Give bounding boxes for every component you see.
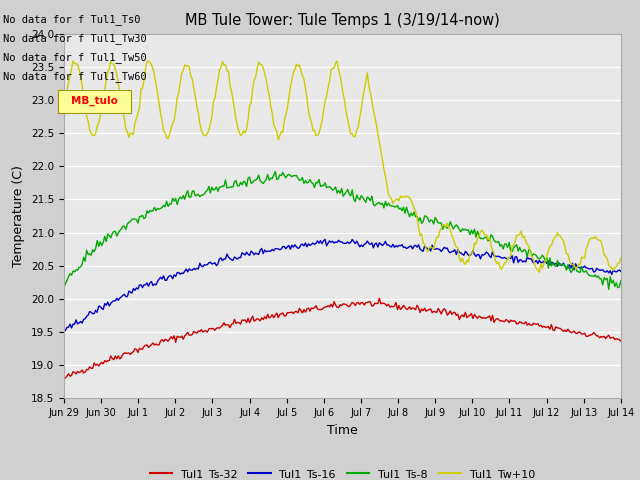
Title: MB Tule Tower: Tule Temps 1 (3/19/14-now): MB Tule Tower: Tule Temps 1 (3/19/14-now… [185, 13, 500, 28]
Text: No data for f Tul1_Tw50: No data for f Tul1_Tw50 [3, 52, 147, 63]
X-axis label: Time: Time [327, 424, 358, 437]
Legend: Tul1_Ts-32, Tul1_Ts-16, Tul1_Ts-8, Tul1_Tw+10: Tul1_Ts-32, Tul1_Ts-16, Tul1_Ts-8, Tul1_… [145, 464, 540, 480]
Y-axis label: Temperature (C): Temperature (C) [12, 165, 26, 267]
Text: No data for f Tul1_Tw30: No data for f Tul1_Tw30 [3, 33, 147, 44]
Text: MB_tulo: MB_tulo [71, 96, 118, 107]
Text: No data for f Tul1_Ts0: No data for f Tul1_Ts0 [3, 13, 141, 24]
Text: No data for f Tul1_Tw60: No data for f Tul1_Tw60 [3, 71, 147, 82]
